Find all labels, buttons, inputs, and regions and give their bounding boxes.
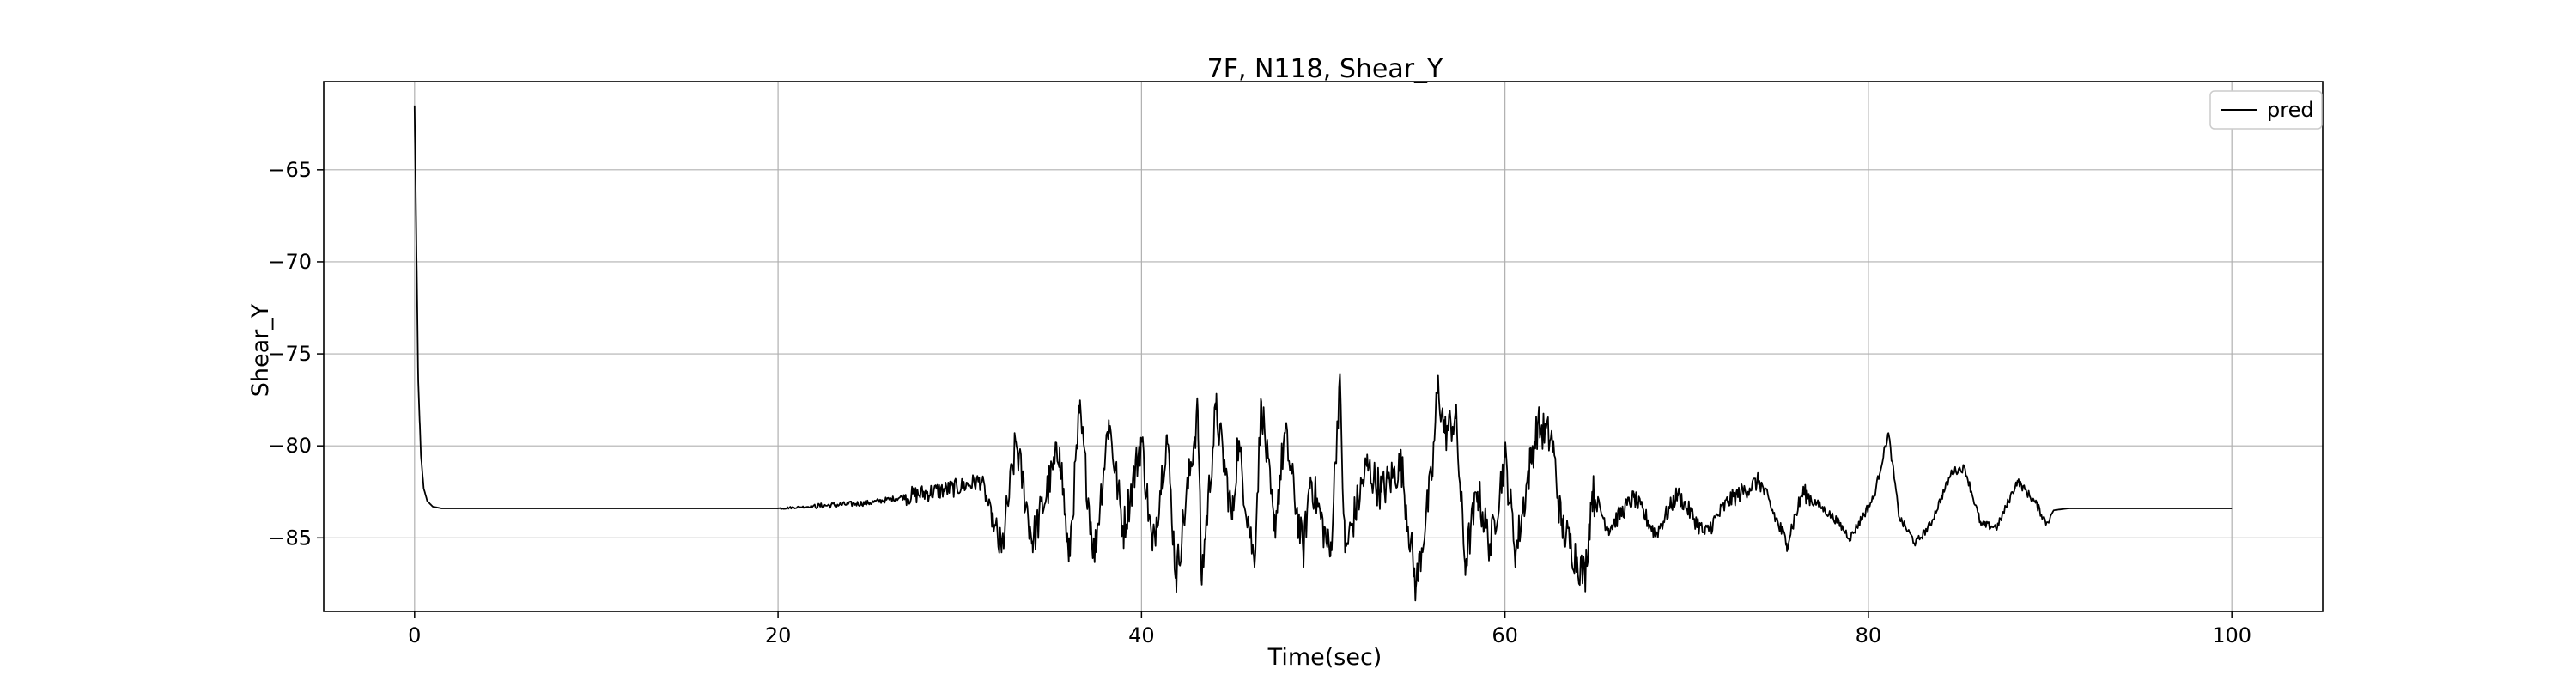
y-tick-label: −75 (268, 342, 312, 366)
ticks (317, 169, 2233, 618)
x-tick-label: 80 (1856, 623, 1882, 647)
y-tick-label: −65 (268, 158, 312, 182)
plot-area-frame (323, 81, 2324, 612)
x-tick-label: 0 (408, 623, 421, 647)
series-group (413, 105, 2233, 602)
x-tick-label: 100 (2212, 623, 2251, 647)
x-tick-label: 20 (765, 623, 792, 647)
x-tick-label: 40 (1128, 623, 1155, 647)
legend: pred (2209, 90, 2323, 130)
legend-label-pred: pred (2267, 98, 2314, 122)
y-tick-label: −70 (268, 250, 312, 274)
x-tick-label: 60 (1492, 623, 1518, 647)
y-tick-label: −80 (268, 434, 312, 458)
x-axis-label: Time(sec) (1267, 644, 1382, 671)
tick-labels: 0 20 40 60 80 100 −85 −80 −75 −70 −65 (268, 158, 2251, 647)
series-line-pred (413, 105, 2233, 602)
y-axis-label: Shear_Y (247, 303, 274, 397)
legend-box (2209, 90, 2323, 130)
chart-title: 7F, N118, Shear_Y (1207, 54, 1443, 84)
y-tick-label: −85 (268, 526, 312, 550)
